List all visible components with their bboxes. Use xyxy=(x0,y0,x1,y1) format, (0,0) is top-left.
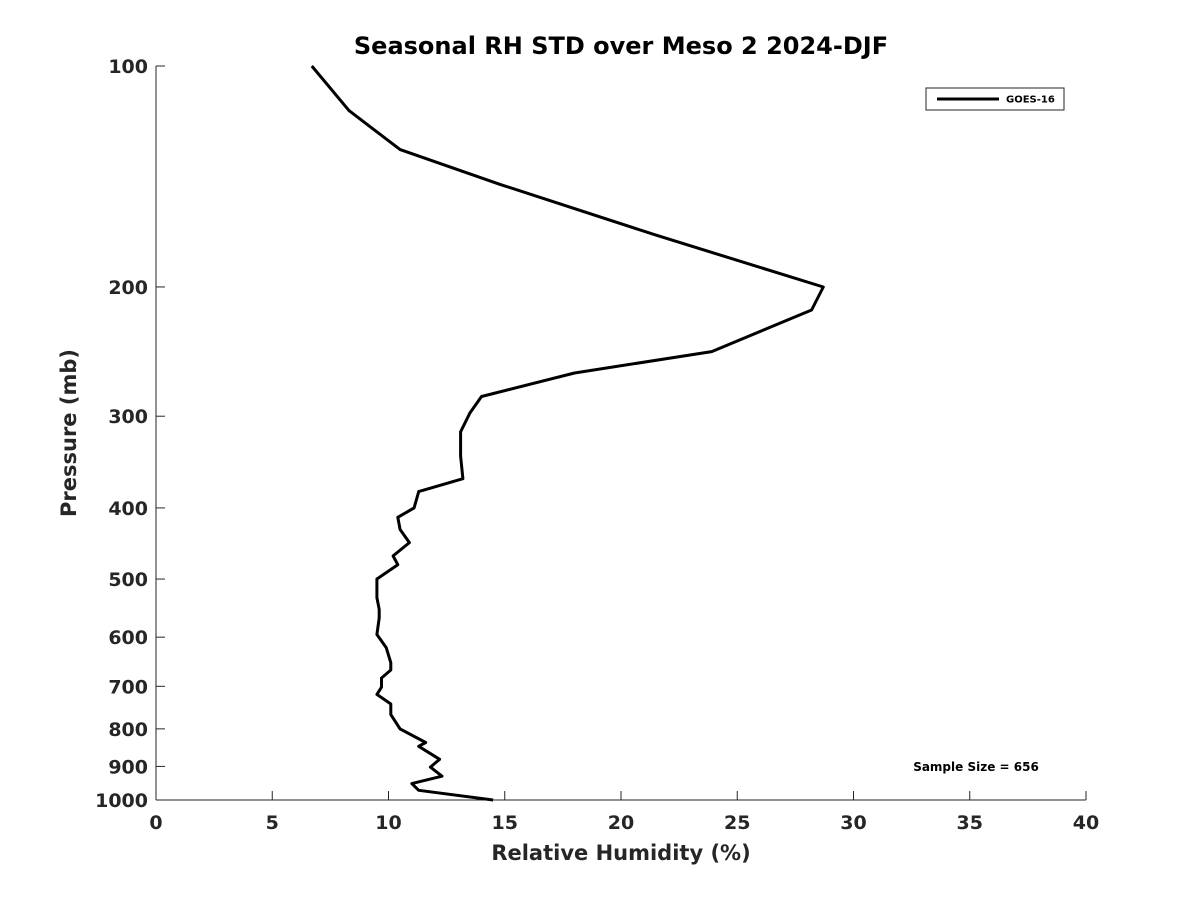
sample-size-annotation: Sample Size = 656 xyxy=(913,760,1039,774)
y-tick-label: 200 xyxy=(108,277,148,299)
x-tick-label: 10 xyxy=(375,812,401,834)
x-axis-label: Relative Humidity (%) xyxy=(491,841,750,865)
y-axis-ticks: 100 200 300 400 500 600 700 800 900 1000 xyxy=(95,56,165,812)
x-tick-label: 25 xyxy=(724,812,750,834)
y-tick-label: 600 xyxy=(108,627,148,649)
x-tick-label: 40 xyxy=(1073,812,1099,834)
y-tick-label: 100 xyxy=(108,56,148,78)
legend: GOES-16 xyxy=(925,87,1065,111)
y-tick-label: 500 xyxy=(108,569,148,591)
y-tick-label: 300 xyxy=(108,406,148,428)
x-tick-label: 20 xyxy=(608,812,634,834)
y-tick-label: 800 xyxy=(108,719,148,741)
y-axis-label: Pressure (mb) xyxy=(57,349,81,517)
y-tick-label: 700 xyxy=(108,676,148,698)
x-tick-label: 30 xyxy=(840,812,866,834)
y-tick-label: 900 xyxy=(108,756,148,778)
legend-label-goes-16: GOES-16 xyxy=(1006,95,1055,106)
y-tick-label: 1000 xyxy=(95,790,148,812)
series-group xyxy=(310,65,825,802)
series-line-goes-16 xyxy=(310,65,825,802)
chart-title: Seasonal RH STD over Meso 2 2024-DJF xyxy=(354,32,888,60)
x-axis-ticks: 0 5 10 15 20 25 30 35 40 xyxy=(149,791,1099,834)
plot-axes xyxy=(155,66,1086,801)
x-tick-label: 15 xyxy=(492,812,518,834)
x-tick-label: 5 xyxy=(266,812,279,834)
x-tick-label: 35 xyxy=(957,812,983,834)
y-tick-label: 400 xyxy=(108,498,148,520)
x-tick-label: 0 xyxy=(149,812,162,834)
